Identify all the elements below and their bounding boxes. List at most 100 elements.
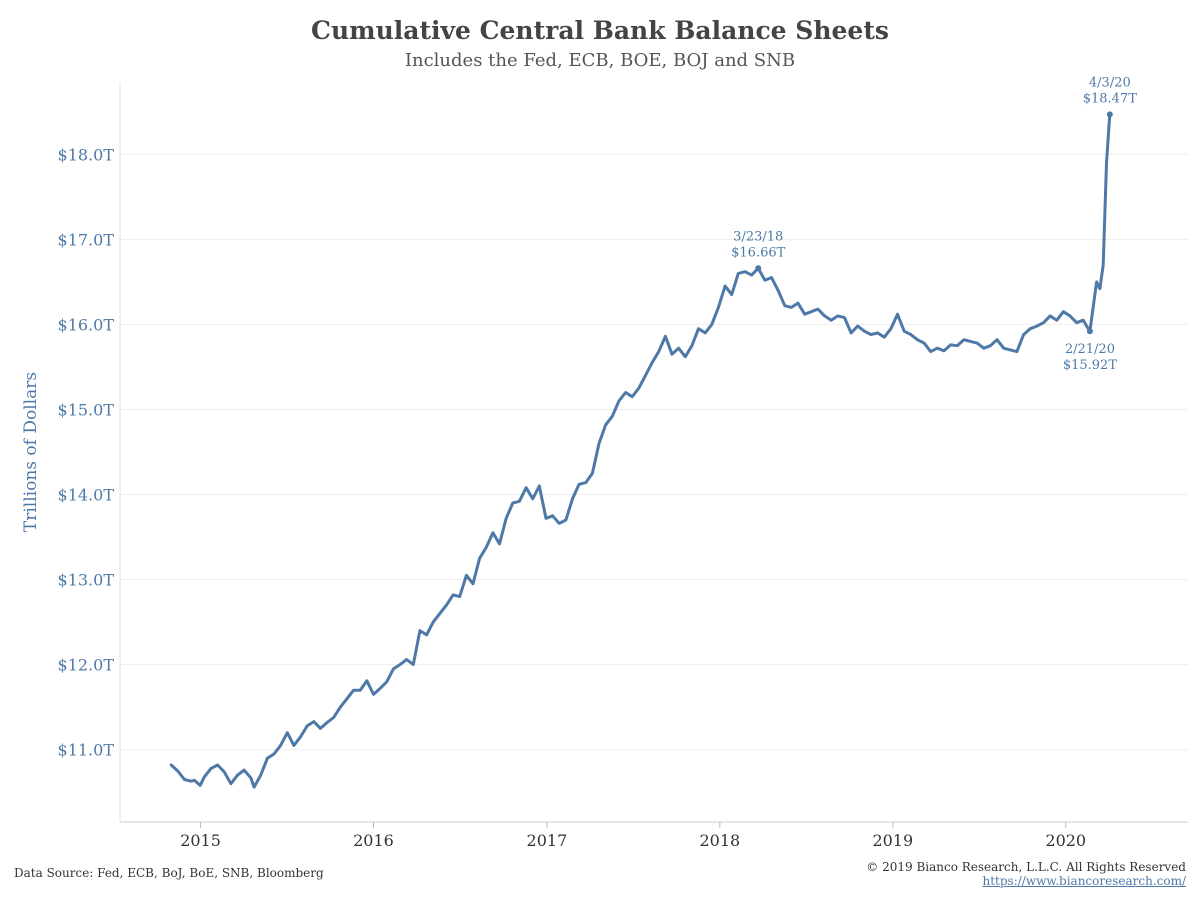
- data-point: [817, 308, 819, 310]
- data-point: [604, 424, 607, 426]
- data-point: [1099, 287, 1101, 290]
- data-point: [1082, 319, 1085, 322]
- data-point: [823, 315, 826, 317]
- annotation-date: 3/23/18: [733, 229, 783, 244]
- data-point: [505, 517, 508, 520]
- data-point: [730, 293, 733, 296]
- annotation-marker: [1086, 328, 1093, 335]
- series-line: [169, 112, 1112, 789]
- data-point: [684, 355, 687, 358]
- data-point: [989, 344, 992, 347]
- data-point: [293, 744, 295, 747]
- data-point: [545, 517, 547, 520]
- data-point: [777, 289, 779, 292]
- data-point: [518, 500, 521, 503]
- data-point: [585, 481, 587, 484]
- data-point: [863, 330, 866, 333]
- data-point: [830, 319, 832, 322]
- data-point: [465, 574, 468, 577]
- axes: [119, 82, 1188, 828]
- data-point: [890, 327, 892, 330]
- data-point: [770, 276, 773, 279]
- x-tick-label: 2018: [700, 831, 741, 850]
- data-point: [452, 594, 454, 596]
- data-point: [983, 347, 985, 350]
- data-point: [671, 353, 673, 356]
- data-point: [531, 498, 534, 500]
- annotation-date: 4/3/20: [1089, 75, 1131, 90]
- data-point: [250, 777, 252, 779]
- annotation-marker: [755, 265, 762, 272]
- data-point: [386, 680, 388, 683]
- data-point: [651, 361, 653, 364]
- data-point: [578, 483, 580, 486]
- data-point: [253, 786, 255, 788]
- data-point: [876, 332, 879, 334]
- data-point: [223, 771, 225, 773]
- data-point: [190, 780, 192, 782]
- data-point: [724, 285, 726, 287]
- data-point: [657, 350, 660, 353]
- data-point: [644, 374, 647, 377]
- data-point: [439, 612, 441, 615]
- data-point: [216, 764, 219, 766]
- data-point: [1016, 350, 1018, 353]
- data-point: [339, 706, 342, 708]
- data-point: [1075, 321, 1078, 324]
- data-point: [332, 716, 335, 719]
- data-point: [286, 731, 289, 734]
- x-tick-label: 2016: [353, 831, 394, 850]
- gridlines: [120, 153, 1188, 751]
- data-point: [883, 336, 886, 339]
- data-point: [183, 778, 186, 781]
- data-point: [591, 472, 594, 475]
- data-point: [750, 274, 753, 276]
- data-point: [618, 400, 620, 402]
- data-point: [1102, 264, 1104, 266]
- data-point: [790, 306, 793, 309]
- data-point: [624, 391, 627, 394]
- data-point: [963, 338, 965, 341]
- data-point: [956, 344, 958, 347]
- data-point: [1002, 347, 1005, 350]
- data-point: [538, 485, 541, 487]
- y-tick-label: $16.0T: [58, 315, 115, 334]
- x-tick-label: 2015: [180, 831, 221, 850]
- data-point: [837, 315, 839, 317]
- data-point: [870, 333, 872, 336]
- data-point: [784, 304, 786, 307]
- data-point: [571, 498, 574, 500]
- data-point: [1095, 281, 1098, 283]
- data-point: [1049, 315, 1051, 317]
- data-point: [896, 313, 899, 316]
- data-point: [810, 310, 813, 313]
- data-point: [306, 725, 309, 727]
- data-point: [1085, 325, 1088, 327]
- website-link[interactable]: https://www.biancoresearch.com/: [982, 874, 1186, 888]
- data-point: [419, 629, 421, 632]
- data-point: [638, 387, 640, 390]
- data-point: [949, 344, 952, 346]
- data-point: [1042, 321, 1045, 324]
- data-point: [458, 595, 461, 598]
- data-source-note: Data Source: Fed, ECB, BoJ, BoE, SNB, Bl…: [14, 866, 324, 880]
- data-point: [392, 668, 395, 670]
- data-point: [359, 689, 362, 691]
- data-point: [565, 519, 567, 521]
- data-point: [969, 340, 972, 343]
- data-point: [551, 515, 554, 517]
- data-point: [266, 757, 269, 759]
- data-point: [243, 769, 245, 771]
- annotation-value: $18.47T: [1083, 91, 1137, 106]
- data-point: [744, 270, 746, 273]
- data-point: [903, 330, 905, 333]
- data-point: [1022, 333, 1025, 336]
- data-point: [697, 327, 700, 330]
- data-point: [512, 502, 514, 504]
- data-point: [230, 782, 232, 785]
- y-tick-label: $15.0T: [58, 400, 115, 419]
- data-point: [412, 663, 415, 666]
- data-point: [170, 764, 172, 766]
- data-point: [1056, 319, 1058, 322]
